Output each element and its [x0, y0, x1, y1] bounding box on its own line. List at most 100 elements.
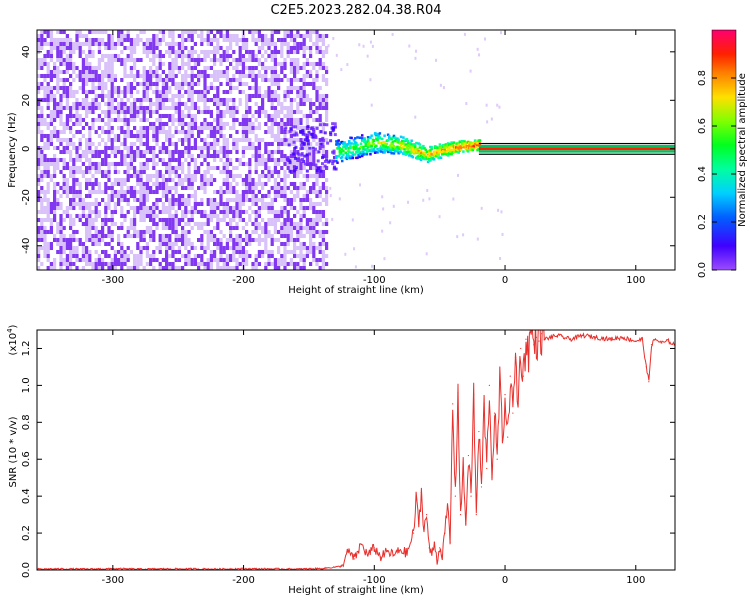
noise-cell [283, 98, 287, 102]
noise-cell [229, 218, 233, 222]
noise-cell [325, 242, 329, 246]
noise-cell [78, 146, 82, 150]
noise-cell [168, 198, 172, 202]
noise-cell [270, 42, 274, 46]
noise-cell [117, 54, 121, 58]
transition-cell [313, 147, 317, 151]
noise-cell [69, 66, 73, 70]
noise-cell [315, 174, 319, 178]
noise-cell [75, 254, 79, 258]
transition-cell [301, 128, 305, 132]
noise-cell [56, 74, 60, 78]
noise-cell [171, 134, 175, 138]
noise-cell [136, 234, 140, 238]
noise-cell [145, 150, 149, 154]
noise-cell [59, 38, 63, 42]
snr-point [415, 499, 417, 501]
noise-cell [225, 38, 229, 42]
noise-cell [325, 150, 329, 154]
noise-cell [174, 62, 178, 66]
noise-cell [107, 74, 111, 78]
transition-cell [306, 142, 310, 146]
noise-cell [97, 102, 101, 106]
noise-cell [114, 26, 117, 30]
signal-cell [429, 159, 432, 162]
noise-cell [155, 38, 159, 42]
noise-cell [190, 86, 194, 90]
noise-cell [59, 250, 63, 254]
noise-cell [65, 138, 69, 142]
noise-cell [117, 110, 121, 114]
noise-cell [241, 154, 245, 158]
noise-cell [171, 222, 175, 226]
noise-cell [46, 214, 50, 218]
noise-cell [46, 126, 50, 130]
noise-cell [177, 154, 181, 158]
noise-cell [213, 134, 217, 138]
noise-cell [136, 70, 140, 74]
noise-cell [145, 50, 149, 54]
noise-cell [133, 114, 137, 118]
noise-cell [85, 98, 89, 102]
noise-cell [110, 130, 114, 134]
noise-cell [123, 178, 127, 182]
noise-cell [273, 150, 277, 154]
noise-cell [40, 74, 44, 78]
noise-cell [136, 230, 140, 234]
noise-cell [190, 74, 194, 78]
noise-cell [312, 150, 316, 154]
noise-cell [65, 90, 69, 94]
noise-cell [235, 166, 239, 170]
noise-cell [158, 234, 162, 238]
noise-cell [78, 86, 82, 90]
noise-cell [120, 210, 124, 214]
snr-point [269, 568, 271, 570]
noise-cell [187, 210, 191, 214]
noise-cell [181, 214, 185, 218]
noise-cell [241, 226, 245, 230]
noise-cell [321, 38, 325, 42]
noise-cell [62, 182, 66, 186]
signal-cell [349, 144, 352, 148]
noise-cell [94, 42, 98, 46]
noise-cell [171, 42, 175, 46]
noise-cell [248, 206, 252, 210]
signal-cell [425, 157, 429, 160]
noise-cell [241, 146, 245, 150]
noise-cell [200, 90, 204, 94]
noise-cell [293, 98, 297, 102]
noise-cell [254, 258, 258, 262]
snr-panel: -300 -200 -100 0 100 0.00.20.40.60.81.01.2 H… [6, 324, 676, 596]
noise-cell [46, 202, 50, 206]
signal-cell [465, 144, 469, 148]
noise-cell [309, 50, 313, 54]
noise-cell [85, 58, 89, 62]
noise-cell [56, 78, 60, 82]
noise-cell [293, 150, 297, 154]
noise-cell [43, 86, 47, 90]
noise-cell [40, 238, 44, 242]
signal-cell [424, 148, 428, 152]
noise-cell [85, 246, 89, 250]
noise-cell [75, 46, 79, 50]
noise-cell [193, 50, 197, 54]
noise-cell [133, 214, 137, 218]
noise-cell [264, 58, 268, 62]
noise-cell [161, 206, 165, 210]
noise-cell [133, 150, 137, 154]
noise-cell [46, 50, 50, 54]
noise-cell [190, 130, 194, 134]
noise-cell [216, 106, 220, 110]
noise-cell [225, 30, 229, 34]
noise-cell [155, 70, 159, 74]
noise-cell [59, 222, 63, 226]
noise-cell [107, 130, 111, 134]
noise-cell [158, 126, 162, 130]
noise-cell [241, 74, 245, 78]
noise-cell [299, 162, 303, 166]
noise-cell [299, 182, 303, 186]
noise-cell [325, 98, 329, 102]
noise-cell [168, 266, 172, 270]
noise-cell [305, 74, 309, 78]
noise-cell [75, 170, 79, 174]
